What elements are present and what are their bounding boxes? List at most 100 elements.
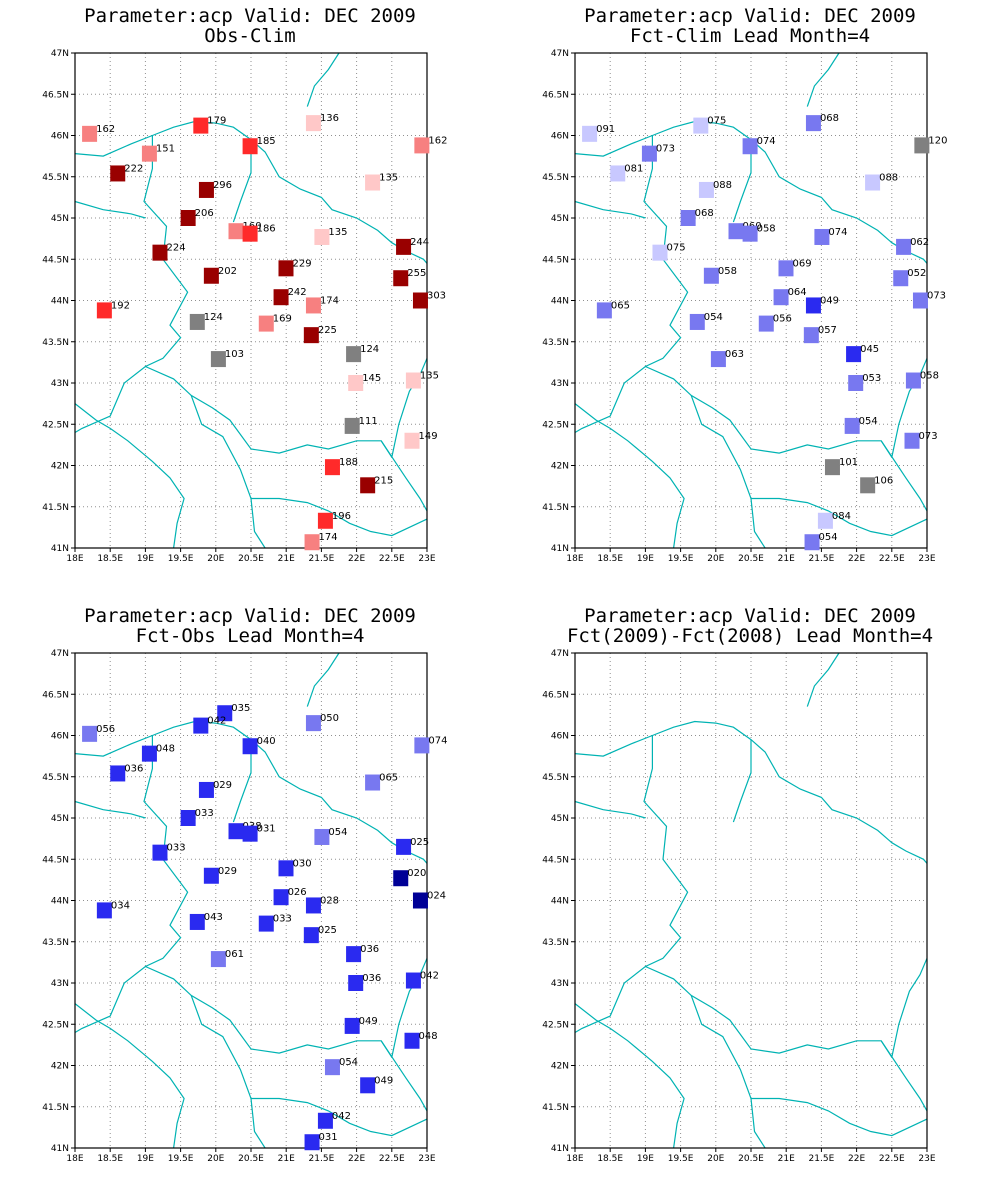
station-marker bbox=[365, 174, 381, 191]
station-value-label: 188 bbox=[339, 457, 358, 468]
station-marker bbox=[641, 145, 657, 162]
station-marker bbox=[141, 745, 157, 762]
y-tick-label: 41N bbox=[551, 1144, 569, 1154]
station-marker bbox=[189, 913, 205, 930]
x-tick-label: 18E bbox=[566, 1154, 583, 1164]
boundary-line bbox=[391, 958, 428, 1058]
station-value-label: 145 bbox=[362, 373, 381, 384]
station-value-label: 057 bbox=[818, 325, 837, 336]
x-tick-label: 22.5E bbox=[379, 554, 405, 564]
station-value-label: 224 bbox=[166, 243, 185, 254]
x-tick-label: 22E bbox=[348, 554, 365, 564]
station-marker bbox=[180, 810, 196, 826]
station-value-label: 054 bbox=[859, 416, 878, 427]
station-value-label: 056 bbox=[96, 724, 115, 735]
x-tick-label: 19.5E bbox=[668, 1154, 694, 1164]
station-value-label: 111 bbox=[359, 416, 378, 427]
x-tick-label: 18E bbox=[566, 554, 583, 564]
station-marker bbox=[346, 946, 362, 963]
station-marker bbox=[304, 1134, 320, 1151]
x-tick-label: 20E bbox=[207, 1154, 224, 1164]
station-value-label: 303 bbox=[427, 291, 446, 302]
boundary-line bbox=[732, 139, 752, 223]
boundary-line bbox=[74, 200, 146, 219]
station-value-label: 075 bbox=[707, 116, 726, 127]
station-value-label: 073 bbox=[919, 431, 938, 442]
station-marker bbox=[710, 351, 726, 368]
station-value-label: 068 bbox=[695, 208, 714, 219]
map-obs-clim: 18E 18.5E 19E 19.5E 20E 20.5E 21E 21.5E 22E 22.5E… bbox=[42, 49, 447, 564]
boundary-line bbox=[232, 139, 252, 223]
x-tick-label: 18E bbox=[66, 1154, 83, 1164]
station-value-label: 074 bbox=[828, 227, 847, 238]
station-value-label: 054 bbox=[704, 312, 723, 323]
station-value-label: 162 bbox=[96, 124, 115, 135]
station-marker bbox=[317, 512, 333, 529]
station-marker bbox=[304, 534, 320, 551]
panel-subtitle: Obs-Clim bbox=[204, 25, 296, 47]
station-marker bbox=[242, 825, 258, 842]
panel-title: Parameter:acp Valid: DEC 2009 bbox=[84, 5, 416, 27]
y-tick-label: 46.5N bbox=[42, 690, 69, 700]
station-marker bbox=[914, 137, 930, 154]
station-marker bbox=[893, 270, 909, 287]
y-tick-label: 46.5N bbox=[542, 690, 569, 700]
y-tick-label: 47N bbox=[551, 649, 569, 659]
station-marker bbox=[305, 715, 321, 732]
boundary-line bbox=[574, 135, 689, 434]
station-marker bbox=[703, 267, 719, 284]
panel-fct-clim: Parameter:acp Valid: DEC 2009 Fct-Clim L… bbox=[500, 0, 1000, 600]
station-value-label: 124 bbox=[360, 344, 379, 355]
station-value-label: 229 bbox=[292, 258, 311, 269]
boundary-line bbox=[574, 720, 928, 864]
station-value-label: 244 bbox=[410, 237, 429, 248]
panel-subtitle: Fct-Obs Lead Month=4 bbox=[135, 625, 365, 647]
y-tick-label: 42.5N bbox=[542, 1020, 569, 1030]
station-marker bbox=[346, 346, 362, 363]
station-marker bbox=[396, 238, 412, 255]
x-tick-label: 19.5E bbox=[168, 554, 194, 564]
station-value-label: 050 bbox=[320, 713, 339, 724]
boundary-line bbox=[751, 497, 928, 537]
station-value-label: 255 bbox=[407, 268, 426, 279]
station-value-label: 061 bbox=[225, 949, 244, 960]
x-tick-label: 21.5E bbox=[809, 1154, 835, 1164]
station-value-label: 174 bbox=[319, 532, 338, 543]
y-tick-label: 43.5N bbox=[542, 938, 569, 948]
x-tick-label: 20E bbox=[707, 554, 724, 564]
station-value-label: 162 bbox=[428, 135, 447, 146]
station-value-label: 215 bbox=[374, 475, 393, 486]
station-marker bbox=[896, 238, 912, 255]
station-value-label: 185 bbox=[257, 136, 276, 147]
y-tick-label: 45N bbox=[51, 814, 69, 824]
y-tick-label: 42N bbox=[551, 1062, 569, 1072]
boundary-line bbox=[74, 135, 189, 434]
x-tick-label: 20.5E bbox=[238, 1154, 264, 1164]
station-marker bbox=[846, 346, 862, 363]
station-value-label: 042 bbox=[332, 1111, 351, 1122]
y-tick-label: 45N bbox=[551, 214, 569, 224]
y-tick-label: 45.5N bbox=[42, 173, 69, 183]
station-value-label: 186 bbox=[257, 224, 276, 235]
station-value-label: 084 bbox=[832, 511, 851, 522]
station-marker bbox=[180, 210, 196, 226]
y-tick-label: 47N bbox=[51, 49, 69, 59]
boundary-line bbox=[880, 1040, 928, 1112]
station-value-label: 033 bbox=[273, 914, 292, 925]
boundary-line bbox=[806, 52, 840, 107]
station-value-label: 030 bbox=[292, 858, 311, 869]
boundary-line bbox=[891, 358, 928, 458]
station-value-label: 192 bbox=[111, 300, 130, 311]
station-value-label: 025 bbox=[318, 925, 337, 936]
x-tick-label: 19E bbox=[137, 1154, 154, 1164]
station-marker bbox=[228, 223, 244, 240]
station-value-label: 062 bbox=[910, 237, 929, 248]
boundary-line bbox=[251, 497, 428, 537]
station-marker bbox=[360, 1077, 376, 1094]
boundary-line bbox=[306, 52, 340, 107]
boundary-line bbox=[380, 1040, 428, 1112]
station-marker bbox=[365, 774, 381, 791]
station-marker bbox=[344, 417, 360, 434]
y-tick-label: 45N bbox=[51, 214, 69, 224]
station-marker bbox=[393, 270, 409, 287]
